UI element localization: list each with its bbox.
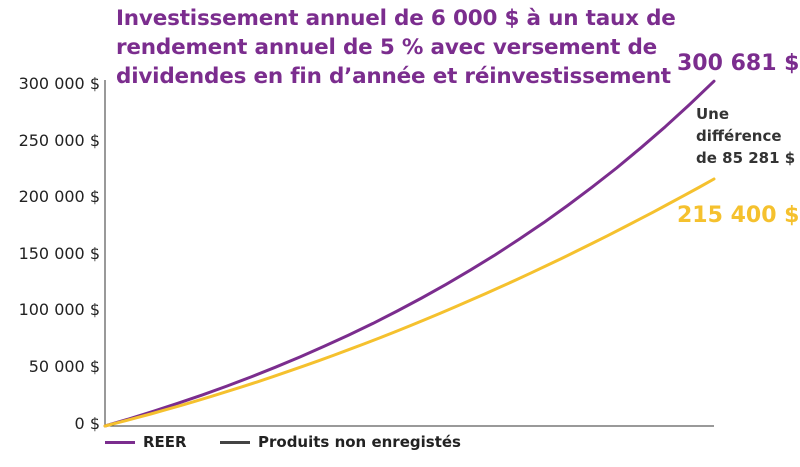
y-tick-label: 300 000 $ [18, 74, 100, 93]
difference-label-line-2: différence [696, 127, 782, 145]
series-layer [103, 79, 716, 428]
non-registered-end-value-label: 215 400 $ [677, 203, 800, 228]
series-line-non-registered [103, 177, 716, 428]
y-tick-label: 50 000 $ [28, 357, 100, 376]
series-line-reer [103, 79, 716, 428]
reer-end-value-label: 300 681 $ [677, 51, 800, 76]
y-tick-label: 150 000 $ [18, 244, 100, 263]
chart-title-line-1: Investissement annuel de 6 000 $ à un ta… [116, 6, 676, 31]
chart-title-line-2: rendement annuel de 5 % avec versement d… [116, 35, 658, 60]
legend-label-reer: REER [143, 433, 187, 451]
y-tick-label: 200 000 $ [18, 187, 100, 206]
legend-swatch-reer [105, 440, 135, 444]
difference-label-line-1: Une [696, 105, 730, 123]
y-tick-label: 250 000 $ [18, 131, 100, 150]
legend-item-reer: REER [105, 433, 187, 451]
y-tick-label: 0 $ [74, 414, 100, 433]
difference-label-line-3: de 85 281 $ [696, 149, 796, 167]
legend-label-non-registered: Produits non enregistés [258, 433, 461, 451]
legend-item-non-registered: Produits non enregistés [220, 433, 461, 451]
chart-title-line-3: dividendes en fin d’année et réinvestiss… [116, 64, 671, 89]
legend-swatch-non-registered [220, 440, 250, 444]
y-tick-label: 100 000 $ [18, 300, 100, 319]
